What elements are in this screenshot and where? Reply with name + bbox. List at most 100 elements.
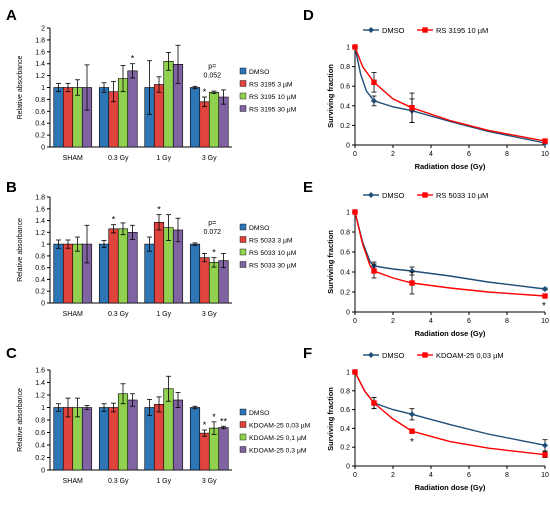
legend-label: RS 5033 30 µM xyxy=(249,263,297,270)
y-tick-label: 0.8 xyxy=(35,97,45,104)
legend-swatch xyxy=(239,261,247,268)
x-tick-label: 4 xyxy=(429,318,433,325)
bar xyxy=(72,87,83,148)
y-tick-label: 1 xyxy=(41,242,45,249)
bar xyxy=(98,243,110,304)
y-tick-label: 1.4 xyxy=(35,61,45,68)
bar xyxy=(62,87,74,148)
significance-marker: * xyxy=(542,301,546,312)
significance-marker: * xyxy=(212,412,216,422)
y-tick-label: 1 xyxy=(41,405,45,412)
significance-marker: * xyxy=(203,87,207,97)
bar xyxy=(81,407,93,471)
bar xyxy=(153,404,165,471)
bar xyxy=(53,407,64,471)
y-tick-label: 0.4 xyxy=(35,443,45,450)
legend-label: RS 3195 10 µM xyxy=(436,26,488,35)
y-tick-label: 1.4 xyxy=(35,218,45,225)
x-tick-label: 6 xyxy=(467,472,471,479)
y-axis-label: Relative absorbance xyxy=(17,388,24,452)
x-tick-label: 8 xyxy=(505,318,509,325)
y-tick-label: 0 xyxy=(346,143,350,150)
x-tick-label: 3 Gy xyxy=(202,311,217,318)
y-tick-label: 0.6 xyxy=(35,265,45,272)
legend-label: RS 3195 30 µM xyxy=(249,107,297,114)
y-tick-label: 1.8 xyxy=(35,195,45,202)
bar xyxy=(127,399,138,471)
panel-letter: A xyxy=(6,7,17,24)
y-tick-label: 0.6 xyxy=(35,109,45,116)
significance-marker: * xyxy=(131,54,135,64)
y-tick-label: 1.2 xyxy=(35,393,45,400)
x-tick-label: 0.3 Gy xyxy=(108,155,129,162)
series-line xyxy=(354,46,546,142)
series-line xyxy=(354,211,546,290)
x-tick-label: SHAM xyxy=(63,478,83,485)
y-tick-label: 0 xyxy=(41,301,45,308)
legend-label: RS 5033 10 µM xyxy=(436,191,488,200)
significance-marker: * xyxy=(203,420,207,430)
y-tick-label: 0.8 xyxy=(340,230,350,237)
y-tick-label: 1.6 xyxy=(35,368,45,375)
bar xyxy=(72,243,83,304)
y-tick-label: 1.2 xyxy=(35,230,45,237)
data-point xyxy=(542,286,548,292)
x-tick-label: 0 xyxy=(353,151,357,158)
y-axis-label: Relative absorbance xyxy=(17,218,24,282)
y-tick-label: 0.8 xyxy=(340,64,350,71)
panel-c-chart: C 0 0.2 0.4 0.6 0.8 1 1.2 1.4 1.6 Relative absorba… xyxy=(6,345,311,485)
y-tick-label: 0.6 xyxy=(340,84,350,91)
y-tick-label: 1.2 xyxy=(35,73,45,80)
bar xyxy=(189,407,201,471)
x-tick-label: 2 xyxy=(391,151,395,158)
y-tick-label: 0.4 xyxy=(340,426,350,433)
x-tick-label: 4 xyxy=(429,151,433,158)
legend-swatch xyxy=(239,408,247,416)
y-tick-label: 0.2 xyxy=(35,289,45,296)
legend-label: KDOAM-25 0,03 µM xyxy=(436,351,504,360)
x-tick-label: 4 xyxy=(429,472,433,479)
y-tick-label: 0.4 xyxy=(35,277,45,284)
p-value-label: 0.052 xyxy=(203,72,221,79)
legend-label: KDOAM-25 0,03 µM xyxy=(249,423,311,430)
data-point xyxy=(409,428,415,434)
y-tick-label: 1 xyxy=(346,45,350,52)
p-value-label: p= xyxy=(208,220,216,227)
panel-letter: E xyxy=(303,179,313,196)
x-tick-label: 10 xyxy=(541,472,549,479)
series-line xyxy=(354,211,546,297)
legend-marker xyxy=(422,352,428,358)
significance-marker: * xyxy=(157,205,161,215)
x-tick-label: 3 Gy xyxy=(202,155,217,162)
y-tick-label: 0.6 xyxy=(35,430,45,437)
bar xyxy=(144,407,155,471)
data-point xyxy=(409,280,415,286)
bar xyxy=(62,243,74,304)
y-tick-label: 0.2 xyxy=(35,455,45,462)
legend-label: RS 5033 10 µM xyxy=(249,250,297,257)
y-tick-label: 0 xyxy=(41,145,45,152)
x-tick-label: SHAM xyxy=(63,311,83,318)
y-tick-label: 1 xyxy=(41,85,45,92)
legend-swatch xyxy=(239,421,247,428)
series-line xyxy=(354,46,546,144)
p-value-label: 0.072 xyxy=(203,229,221,236)
legend-label: DMSO xyxy=(249,410,269,417)
bar xyxy=(199,257,210,304)
bar xyxy=(108,228,119,304)
legend-swatch xyxy=(239,92,247,100)
data-point xyxy=(371,79,377,85)
bar xyxy=(208,91,220,148)
x-tick-label: 0.3 Gy xyxy=(108,311,129,318)
x-tick-label: 2 xyxy=(391,472,395,479)
bar xyxy=(127,70,138,148)
bar xyxy=(53,243,64,304)
x-tick-label: 8 xyxy=(505,472,509,479)
legend-label: RS 3195 10 µM xyxy=(249,94,297,101)
y-tick-label: 0.2 xyxy=(340,290,350,297)
legend-swatch xyxy=(239,433,247,441)
x-tick-label: 6 xyxy=(467,151,471,158)
y-tick-label: 0.2 xyxy=(340,123,350,130)
